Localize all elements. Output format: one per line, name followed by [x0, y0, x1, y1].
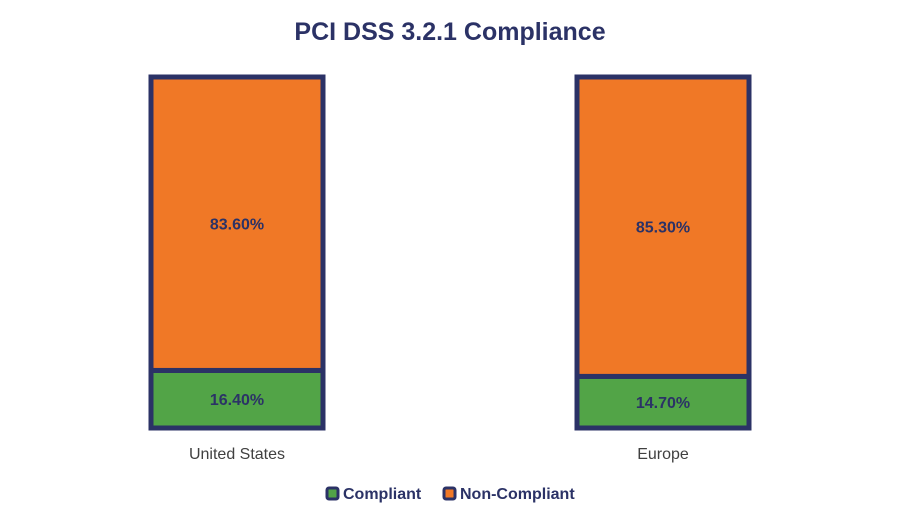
legend-swatch-1 — [442, 486, 457, 501]
category-label-0: United States — [189, 446, 285, 463]
bar-segment-non-compliant-1 — [574, 74, 752, 379]
data-label-non-compliant-0: 83.60% — [210, 217, 264, 234]
data-label-compliant-0: 16.40% — [210, 392, 264, 409]
plot-area: 16.40% 83.60% United States 14.70% 85.30% Eur… — [148, 74, 752, 463]
bar-segment-compliant-1 — [574, 373, 752, 431]
legend-label-0: Compliant — [343, 486, 422, 503]
legend: Compliant Non-Compliant — [325, 486, 575, 503]
data-label-non-compliant-1: 85.30% — [636, 220, 690, 237]
legend-label-1: Non-Compliant — [460, 486, 575, 503]
bar-segment-non-compliant-0 — [148, 74, 326, 373]
category-label-1: Europe — [637, 446, 689, 463]
legend-swatch-0 — [325, 486, 340, 501]
chart-title: PCI DSS 3.2.1 Compliance — [294, 18, 606, 46]
data-label-compliant-1: 14.70% — [636, 395, 690, 412]
bar-segment-compliant-0 — [148, 367, 326, 431]
